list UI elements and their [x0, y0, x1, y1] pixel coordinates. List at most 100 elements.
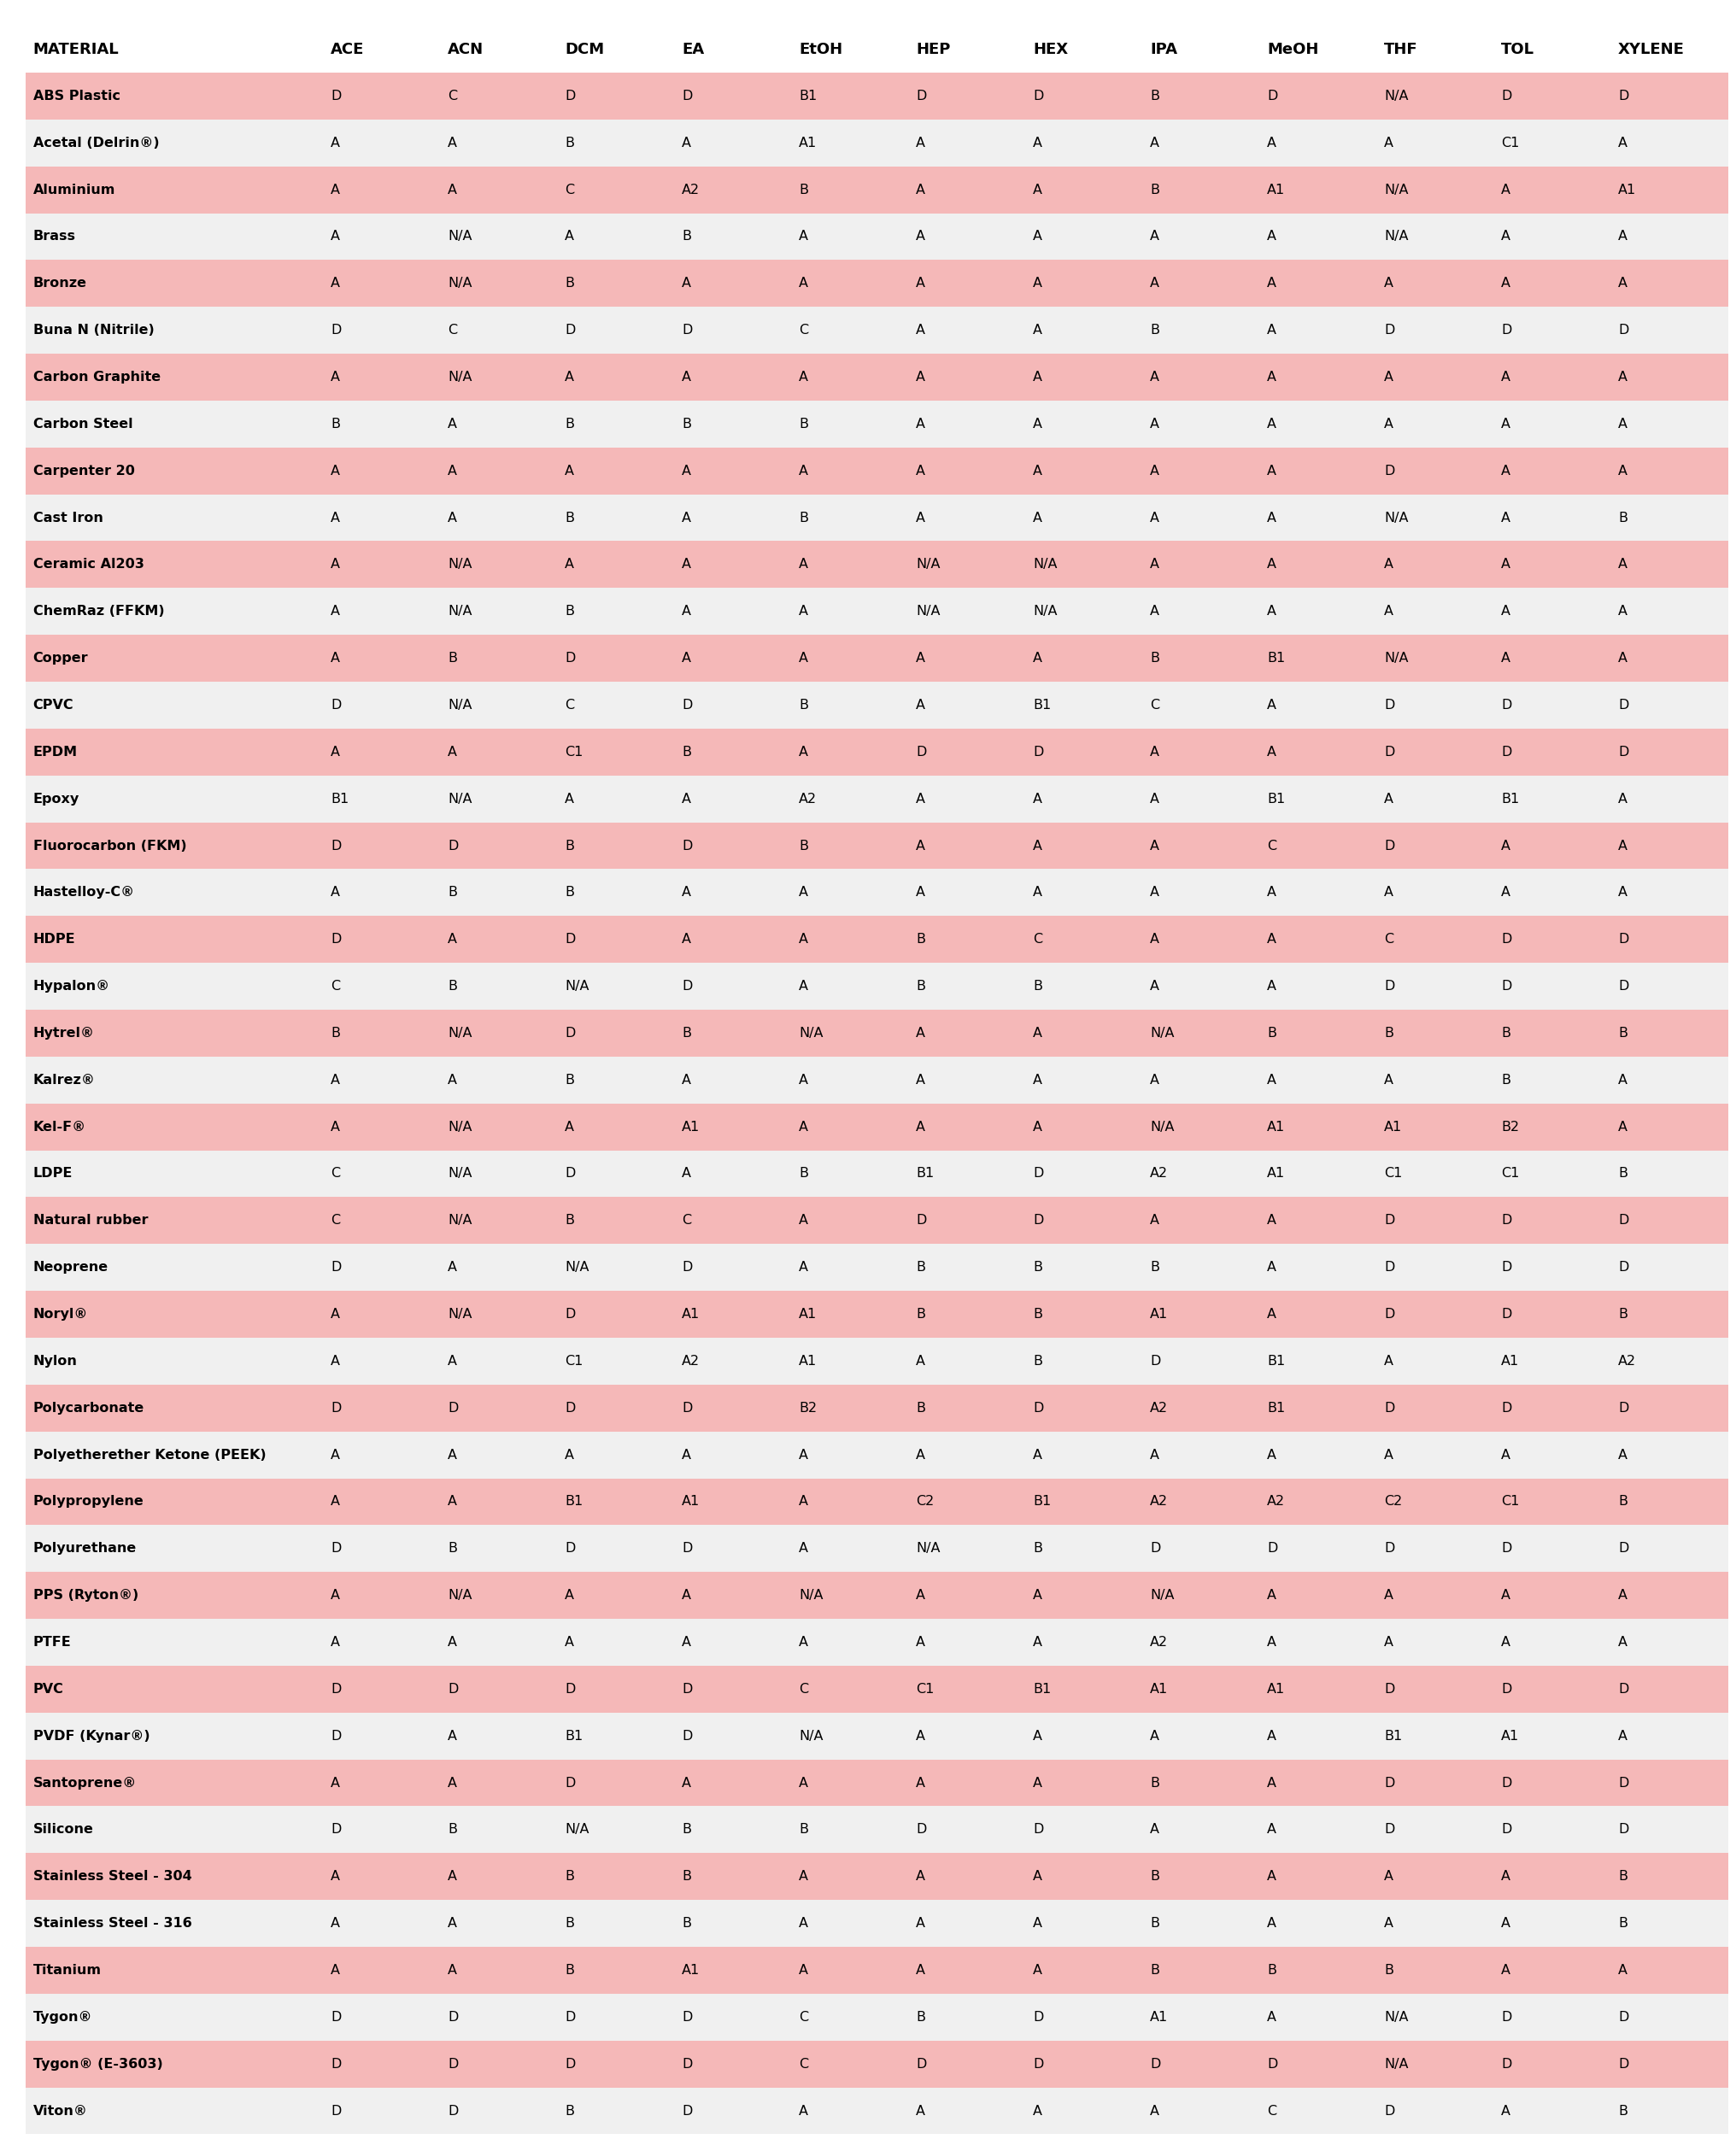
Bar	[675, 73, 792, 120]
Bar	[441, 1338, 557, 1384]
Text: D: D	[564, 90, 575, 103]
Bar	[1493, 167, 1611, 212]
Text: Hytrel®: Hytrel®	[33, 1027, 94, 1040]
Bar	[792, 1010, 908, 1057]
Text: B: B	[682, 746, 691, 759]
Bar	[1493, 2087, 1611, 2134]
Text: C: C	[1033, 933, 1042, 946]
Text: A: A	[799, 1776, 807, 1789]
Bar	[26, 1993, 323, 2040]
Text: A: A	[1149, 277, 1160, 290]
Bar	[441, 2087, 557, 2134]
Text: A: A	[1149, 980, 1160, 993]
Bar	[675, 1057, 792, 1103]
Bar	[1026, 963, 1142, 1010]
Bar	[557, 167, 675, 212]
Text: A: A	[1149, 746, 1160, 759]
Bar	[675, 1759, 792, 1806]
Bar	[26, 26, 323, 73]
Text: A: A	[1384, 1075, 1392, 1085]
Text: B: B	[448, 886, 457, 899]
Bar	[323, 73, 441, 120]
Text: B: B	[682, 418, 691, 431]
Bar	[792, 1948, 908, 1993]
Text: D: D	[332, 1823, 342, 1836]
Bar	[1259, 541, 1377, 588]
Bar	[908, 1197, 1026, 1244]
Bar	[1259, 682, 1377, 729]
Text: D: D	[332, 1542, 342, 1555]
Text: PTFE: PTFE	[33, 1637, 71, 1650]
Bar	[792, 1712, 908, 1759]
Text: A: A	[799, 1214, 807, 1227]
Text: A: A	[1149, 1823, 1160, 1836]
Text: A: A	[448, 1495, 457, 1508]
Bar	[908, 1667, 1026, 1712]
Bar	[1377, 2087, 1493, 2134]
Text: A: A	[1266, 1776, 1276, 1789]
Bar	[675, 1384, 792, 1431]
Text: B1: B1	[915, 1167, 934, 1180]
Text: A: A	[332, 371, 340, 384]
Bar	[441, 1993, 557, 2040]
Bar	[675, 1103, 792, 1150]
Text: C: C	[448, 324, 457, 337]
Text: A: A	[1266, 230, 1276, 242]
Text: N/A: N/A	[1384, 511, 1408, 523]
Bar	[1611, 1338, 1727, 1384]
Text: A: A	[799, 1870, 807, 1883]
Text: D: D	[682, 839, 693, 852]
Bar	[1611, 26, 1727, 73]
Bar	[792, 1853, 908, 1900]
Text: A: A	[915, 511, 925, 523]
Bar	[1026, 682, 1142, 729]
Bar	[1611, 822, 1727, 869]
Text: A1: A1	[1500, 1729, 1519, 1742]
Bar	[557, 1667, 675, 1712]
Bar	[26, 682, 323, 729]
Bar	[1377, 1431, 1493, 1478]
Bar	[441, 1103, 557, 1150]
Text: C: C	[799, 2010, 807, 2023]
Bar	[1493, 1525, 1611, 1572]
Text: HDPE: HDPE	[33, 933, 75, 946]
Bar	[557, 1291, 675, 1338]
Text: C: C	[1266, 2104, 1276, 2117]
Bar	[792, 1759, 908, 1806]
Text: N/A: N/A	[1033, 558, 1057, 571]
Text: B: B	[1500, 1075, 1510, 1085]
Text: A1: A1	[799, 1356, 816, 1369]
Bar	[1026, 822, 1142, 869]
Text: D: D	[332, 1261, 342, 1274]
Text: D: D	[1266, 90, 1278, 103]
Bar	[908, 1478, 1026, 1525]
Text: A: A	[915, 324, 925, 337]
Text: Nylon: Nylon	[33, 1356, 78, 1369]
Text: Kalrez®: Kalrez®	[33, 1075, 95, 1085]
Text: A: A	[1033, 652, 1042, 665]
Bar	[908, 1010, 1026, 1057]
Text: A1: A1	[1266, 1120, 1285, 1133]
Text: A: A	[1384, 137, 1392, 150]
Text: A2: A2	[1618, 1356, 1635, 1369]
Text: A1: A1	[1618, 182, 1635, 195]
Text: B: B	[564, 886, 575, 899]
Text: B: B	[682, 1870, 691, 1883]
Text: D: D	[1618, 933, 1628, 946]
Bar	[441, 493, 557, 541]
Bar	[1377, 1338, 1493, 1384]
Bar	[792, 1103, 908, 1150]
Text: A: A	[1266, 1075, 1276, 1085]
Text: D: D	[915, 1823, 925, 1836]
Text: A: A	[1266, 1589, 1276, 1602]
Text: EPDM: EPDM	[33, 746, 78, 759]
Bar	[1377, 541, 1493, 588]
Bar	[1611, 1900, 1727, 1948]
Bar	[908, 26, 1026, 73]
Text: A: A	[332, 1965, 340, 1978]
Bar	[908, 448, 1026, 493]
Text: C1: C1	[1500, 137, 1519, 150]
Bar	[1611, 1759, 1727, 1806]
Text: A1: A1	[1266, 1682, 1285, 1695]
Bar	[26, 1057, 323, 1103]
